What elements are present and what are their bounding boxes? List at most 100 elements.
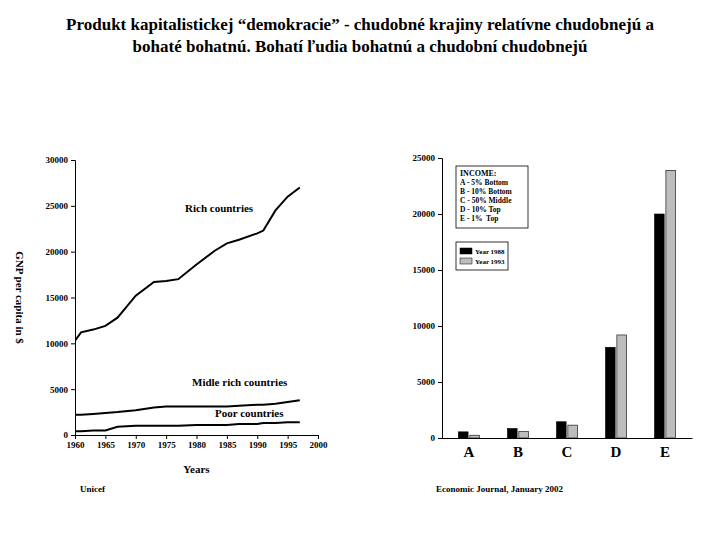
y-tick-label: 5000 [50, 385, 69, 395]
x-tick-mark [197, 435, 198, 439]
y-tick-label: 0 [431, 433, 436, 443]
plot-area [458, 170, 675, 438]
x-tick-label: 1980 [188, 440, 207, 450]
y-tick: 5000 [50, 385, 75, 395]
y-tick-mark [71, 252, 75, 253]
y-tick: 25000 [413, 153, 443, 163]
y-tick-label: 30000 [46, 155, 69, 165]
y-tick-label: 15000 [46, 293, 69, 303]
x-tick-label: B [513, 444, 523, 460]
x-tick: 1980 [188, 435, 207, 450]
x-tick-label: 1965 [97, 440, 116, 450]
y-tick-mark [438, 326, 442, 327]
page: Produkt kapitalistickej “demokracie” - c… [0, 0, 720, 540]
x-tick-label: 1990 [249, 440, 268, 450]
x-tick: 1970 [127, 435, 146, 450]
y-tick-mark [71, 160, 75, 161]
x-axis: 1960 1965 1970 1975 1980 1985 1990 1995 2000 [67, 435, 329, 450]
notes-item: A - 5% Bottom [460, 178, 509, 187]
series-label: Poor countries [215, 407, 284, 419]
y-tick: 15000 [413, 265, 443, 275]
y-tick: 20000 [413, 209, 443, 219]
notes-item: C - 50% Middle [460, 196, 512, 205]
y-tick-label: 10000 [413, 321, 436, 331]
notes-item: E - 1% Top [460, 214, 498, 223]
x-tick-mark [166, 435, 167, 439]
y-tick: 10000 [46, 339, 76, 349]
y-tick: 30000 [46, 155, 76, 165]
x-axis-line [76, 436, 319, 440]
y-tick: 15000 [46, 293, 76, 303]
legend-swatch [460, 248, 472, 254]
x-tick: 1960 [67, 435, 86, 450]
series-label: Midle rich countries [192, 376, 288, 388]
x-tick: D [611, 438, 622, 460]
bar [556, 422, 566, 438]
bar [470, 435, 480, 438]
series-label: Rich countries [185, 202, 254, 214]
y-tick-mark [438, 438, 442, 439]
x-tick-mark [136, 435, 137, 439]
y-tick-mark [71, 389, 75, 390]
x-tick: 1985 [218, 435, 237, 450]
series-line [75, 422, 300, 431]
x-tick: 1965 [97, 435, 116, 450]
bar [605, 347, 615, 438]
x-axis: A B C D E [443, 438, 693, 460]
notes-item: B - 10% Bottom [460, 187, 513, 196]
series-line [75, 188, 300, 341]
y-tick: 20000 [46, 247, 76, 257]
x-tick: 1995 [279, 435, 298, 450]
y-tick: 5000 [417, 377, 442, 387]
x-tick-label: 1970 [127, 440, 146, 450]
legend-label: Year 1988 [475, 248, 505, 256]
bar [568, 425, 578, 438]
source: Economic Journal, January 2002 [436, 484, 564, 494]
y-tick: 10000 [413, 321, 443, 331]
legend-swatch [460, 258, 472, 264]
y-tick-label: 5000 [417, 377, 436, 387]
y-axis-line [438, 159, 443, 439]
x-axis-title: Years [183, 463, 210, 475]
y-tick-label: 15000 [413, 265, 436, 275]
legend-box [456, 242, 508, 270]
legend: Year 1988 Year 1993 [456, 242, 508, 270]
x-tick-label: 1985 [218, 440, 237, 450]
x-tick-label: 1960 [67, 440, 86, 450]
x-tick: E [660, 438, 670, 460]
y-tick: 0 [64, 430, 76, 440]
y-tick-mark [438, 158, 442, 159]
x-tick-label: 1995 [279, 440, 298, 450]
legend-label: Year 1993 [475, 258, 505, 266]
chart-canvas: 0500010000150002000025000300001960196519… [0, 0, 720, 540]
title: Produkt kapitalistickej “demokracie” - c… [50, 14, 670, 58]
x-tick: 2000 [310, 435, 329, 450]
x-tick: B [513, 438, 523, 460]
y-tick-mark [71, 435, 75, 436]
notes-title: INCOME: [460, 169, 496, 178]
y-axis-title: GNP per capita in $ [14, 251, 26, 344]
y-tick-label: 25000 [46, 201, 69, 211]
y-tick-label: 10000 [46, 339, 69, 349]
source: Unicef [80, 484, 106, 494]
y-axis: 0 5000 10000 15000 20000 25000 [413, 153, 443, 443]
y-axis: 0 5000 10000 15000 20000 25000 30000 [46, 155, 76, 440]
x-tick: 1975 [158, 435, 177, 450]
x-tick-label: E [660, 444, 670, 460]
bar [617, 335, 627, 438]
bar [458, 432, 468, 438]
x-tick: C [562, 438, 573, 460]
x-tick-mark [257, 435, 258, 439]
x-tick-label: 2000 [310, 440, 329, 450]
x-tick-mark [318, 435, 319, 439]
y-tick-label: 20000 [46, 247, 69, 257]
y-tick-mark [71, 343, 75, 344]
y-tick-mark [438, 382, 442, 383]
y-tick-mark [438, 270, 442, 271]
y-tick-mark [71, 298, 75, 299]
x-tick-label: 1975 [158, 440, 177, 450]
bar [666, 170, 676, 438]
x-tick-mark [75, 435, 76, 439]
bar [507, 428, 517, 438]
x-tick: A [464, 438, 475, 460]
